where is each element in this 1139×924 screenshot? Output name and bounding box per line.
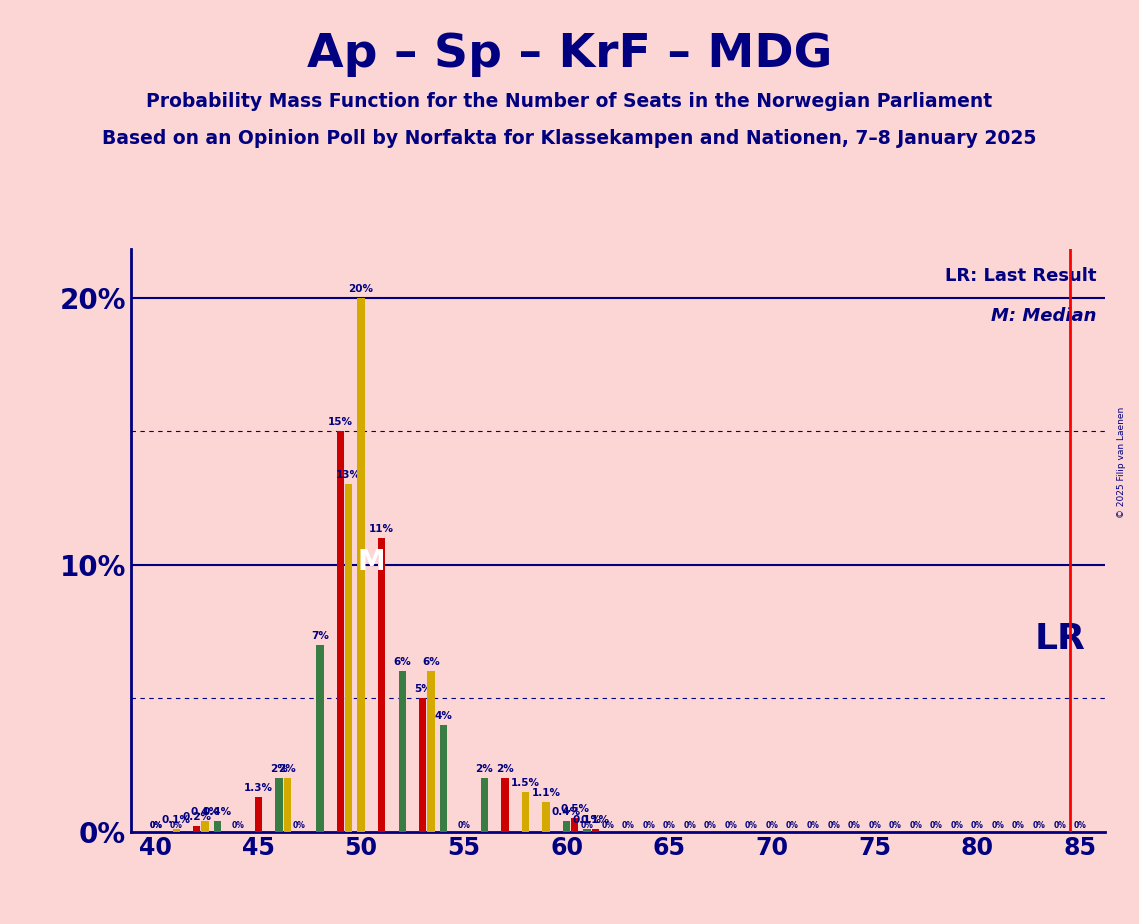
Text: Based on an Opinion Poll by Norfakta for Klassekampen and Nationen, 7–8 January : Based on an Opinion Poll by Norfakta for… xyxy=(103,129,1036,149)
Text: 0%: 0% xyxy=(642,821,655,830)
Bar xyxy=(399,672,405,832)
Bar xyxy=(571,819,579,832)
Text: 15%: 15% xyxy=(328,417,353,427)
Text: 5%: 5% xyxy=(413,684,432,694)
Text: 0.4%: 0.4% xyxy=(552,807,581,817)
Text: 2%: 2% xyxy=(278,764,296,774)
Bar xyxy=(173,829,180,832)
Text: LR: Last Result: LR: Last Result xyxy=(945,267,1097,286)
Text: Probability Mass Function for the Number of Seats in the Norwegian Parliament: Probability Mass Function for the Number… xyxy=(147,92,992,112)
Text: 0%: 0% xyxy=(1054,821,1066,830)
Bar xyxy=(522,792,528,832)
Text: 0%: 0% xyxy=(827,821,841,830)
Bar xyxy=(592,829,599,832)
Bar xyxy=(419,699,426,832)
Text: 0%: 0% xyxy=(868,821,882,830)
Text: 0%: 0% xyxy=(992,821,1005,830)
Text: 1.1%: 1.1% xyxy=(532,788,560,798)
Text: 0%: 0% xyxy=(458,821,470,830)
Bar xyxy=(481,778,487,832)
Text: Ap – Sp – KrF – MDG: Ap – Sp – KrF – MDG xyxy=(306,32,833,78)
Text: 2%: 2% xyxy=(270,764,288,774)
Text: 0%: 0% xyxy=(847,821,861,830)
Bar xyxy=(563,821,571,832)
Text: 0.2%: 0.2% xyxy=(182,812,211,822)
Text: 0.4%: 0.4% xyxy=(203,807,232,817)
Text: 1.5%: 1.5% xyxy=(511,777,540,787)
Text: 0%: 0% xyxy=(806,821,820,830)
Bar xyxy=(542,802,550,832)
Text: 0%: 0% xyxy=(909,821,923,830)
Text: 6%: 6% xyxy=(393,657,411,667)
Bar xyxy=(337,432,344,832)
Text: 2%: 2% xyxy=(475,764,493,774)
Text: 0%: 0% xyxy=(1013,821,1025,830)
Text: 0%: 0% xyxy=(1074,821,1087,830)
Text: 0%: 0% xyxy=(724,821,737,830)
Text: 0.4%: 0.4% xyxy=(190,807,220,817)
Bar xyxy=(284,778,290,832)
Bar xyxy=(358,298,364,832)
Text: 0%: 0% xyxy=(149,821,162,830)
Text: 13%: 13% xyxy=(336,470,361,480)
Bar xyxy=(255,796,262,832)
Text: 20%: 20% xyxy=(349,284,374,294)
Text: 1.3%: 1.3% xyxy=(244,783,273,793)
Text: 0%: 0% xyxy=(745,821,757,830)
Bar xyxy=(194,826,200,832)
Text: 0%: 0% xyxy=(888,821,902,830)
Text: 0%: 0% xyxy=(149,821,162,830)
Text: 0%: 0% xyxy=(293,821,306,830)
Text: 0%: 0% xyxy=(601,821,614,830)
Bar xyxy=(501,778,508,832)
Text: 0%: 0% xyxy=(683,821,696,830)
Text: 11%: 11% xyxy=(369,524,394,534)
Text: M: Median: M: Median xyxy=(991,308,1097,325)
Bar xyxy=(202,821,208,832)
Text: 2%: 2% xyxy=(495,764,514,774)
Text: M: M xyxy=(358,548,385,576)
Text: 4%: 4% xyxy=(434,711,452,721)
Text: LR: LR xyxy=(1034,623,1085,656)
Text: 0%: 0% xyxy=(950,821,964,830)
Text: 0.1%: 0.1% xyxy=(162,815,190,825)
Text: 6%: 6% xyxy=(423,657,440,667)
Text: 0%: 0% xyxy=(170,821,182,830)
Text: 0%: 0% xyxy=(663,821,675,830)
Text: 0.1%: 0.1% xyxy=(581,815,609,825)
Text: 0.5%: 0.5% xyxy=(560,804,589,814)
Text: 0%: 0% xyxy=(765,821,778,830)
Text: © 2025 Filip van Laenen: © 2025 Filip van Laenen xyxy=(1117,407,1126,517)
Text: 0%: 0% xyxy=(972,821,984,830)
Text: 0%: 0% xyxy=(231,821,244,830)
Bar xyxy=(276,778,282,832)
Bar xyxy=(317,645,323,832)
Text: 0%: 0% xyxy=(1033,821,1046,830)
Bar xyxy=(345,484,352,832)
Text: 0%: 0% xyxy=(622,821,634,830)
Text: 0%: 0% xyxy=(581,821,593,830)
Bar xyxy=(378,538,385,832)
Bar xyxy=(214,821,221,832)
Bar xyxy=(440,724,446,832)
Bar xyxy=(583,829,591,832)
Text: 7%: 7% xyxy=(311,631,329,640)
Text: 0%: 0% xyxy=(704,821,716,830)
Text: 0%: 0% xyxy=(786,821,798,830)
Text: 0%: 0% xyxy=(929,821,943,830)
Bar xyxy=(427,672,435,832)
Text: 0.1%: 0.1% xyxy=(573,815,601,825)
